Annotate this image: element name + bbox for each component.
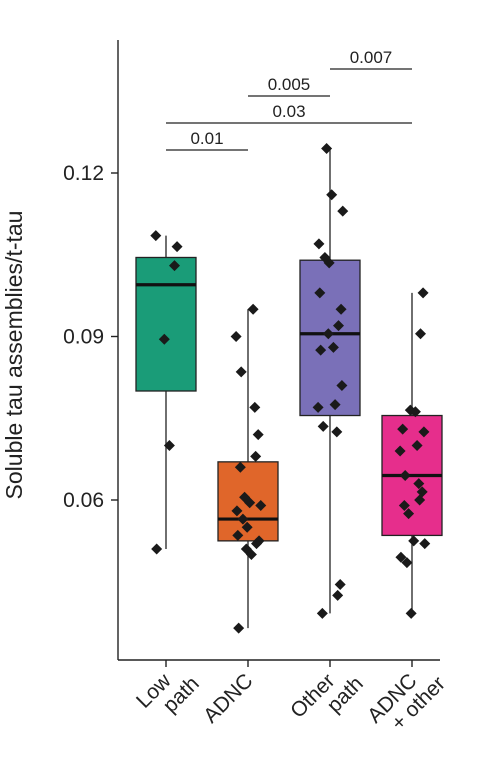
data-point	[235, 366, 247, 378]
y-tick-label: 0.06	[63, 489, 104, 512]
data-point	[171, 241, 183, 253]
data-point	[409, 406, 421, 418]
category-label-line: ADNC	[199, 669, 257, 727]
data-point	[394, 445, 406, 457]
data-point	[403, 508, 415, 520]
data-point	[405, 607, 417, 619]
data-point	[247, 303, 259, 315]
data-point	[245, 549, 257, 560]
data-point	[315, 344, 327, 356]
data-point	[316, 607, 328, 619]
data-point	[397, 423, 409, 435]
category-label: ADNC+ other	[363, 657, 450, 744]
data-point	[231, 505, 243, 517]
data-point	[395, 551, 407, 563]
data-point	[158, 333, 170, 345]
data-point	[331, 426, 343, 438]
data-point	[241, 521, 253, 533]
data-point	[401, 557, 413, 569]
data-point	[314, 287, 326, 299]
category-label: Otherpath	[286, 657, 368, 739]
data-point	[413, 478, 425, 490]
data-point	[313, 238, 325, 250]
significance-brackets: 0.01 0.03 0.005 0.007	[166, 48, 412, 151]
data-point	[233, 622, 245, 634]
data-point	[151, 543, 163, 555]
data-point	[333, 320, 344, 332]
data-point	[335, 303, 347, 315]
data-point	[163, 440, 175, 451]
data-point	[337, 205, 349, 217]
data-point	[398, 499, 410, 511]
p-value-label: 0.03	[272, 102, 305, 121]
data-point	[249, 401, 261, 413]
data-point	[234, 461, 246, 473]
data-point	[419, 538, 431, 550]
p-value-label: 0.01	[190, 129, 223, 148]
box	[299, 259, 361, 417]
data-point	[255, 499, 267, 511]
data-point	[312, 401, 324, 413]
category-label: ADNC	[199, 669, 257, 727]
p-value-label: 0.007	[350, 48, 393, 67]
data-point	[414, 494, 426, 506]
data-point	[327, 341, 339, 353]
data-point	[252, 429, 264, 441]
data-point	[408, 535, 420, 547]
y-axis-title: Soluble tau assemblies/t-tau	[1, 211, 27, 500]
data-point	[237, 513, 249, 525]
data-point	[230, 331, 242, 342]
data-point	[329, 399, 341, 411]
p-value-label: 0.005	[268, 75, 311, 94]
data-point	[251, 538, 262, 550]
data-point	[411, 440, 423, 451]
data-point	[334, 578, 346, 590]
y-tick-label: 0.12	[63, 162, 104, 185]
data-points	[150, 142, 431, 634]
data-point	[416, 486, 428, 498]
data-point	[232, 529, 244, 541]
data-point	[150, 230, 162, 242]
data-point	[250, 450, 262, 462]
data-point	[323, 257, 335, 269]
category-label: Lowpath	[132, 657, 204, 729]
data-point	[322, 328, 334, 340]
data-point	[169, 260, 180, 272]
data-point	[399, 469, 411, 481]
boxes	[135, 148, 443, 629]
y-tick-label: 0.09	[63, 326, 104, 349]
data-point	[317, 420, 329, 432]
data-point	[332, 589, 344, 601]
data-point	[321, 142, 333, 154]
data-point	[326, 189, 338, 201]
data-point	[244, 497, 256, 509]
data-point	[417, 287, 429, 299]
data-point	[415, 328, 426, 340]
box	[135, 256, 197, 392]
axes: 0.06 0.09 0.12	[63, 40, 440, 667]
data-point	[336, 380, 348, 392]
data-point	[418, 426, 430, 438]
